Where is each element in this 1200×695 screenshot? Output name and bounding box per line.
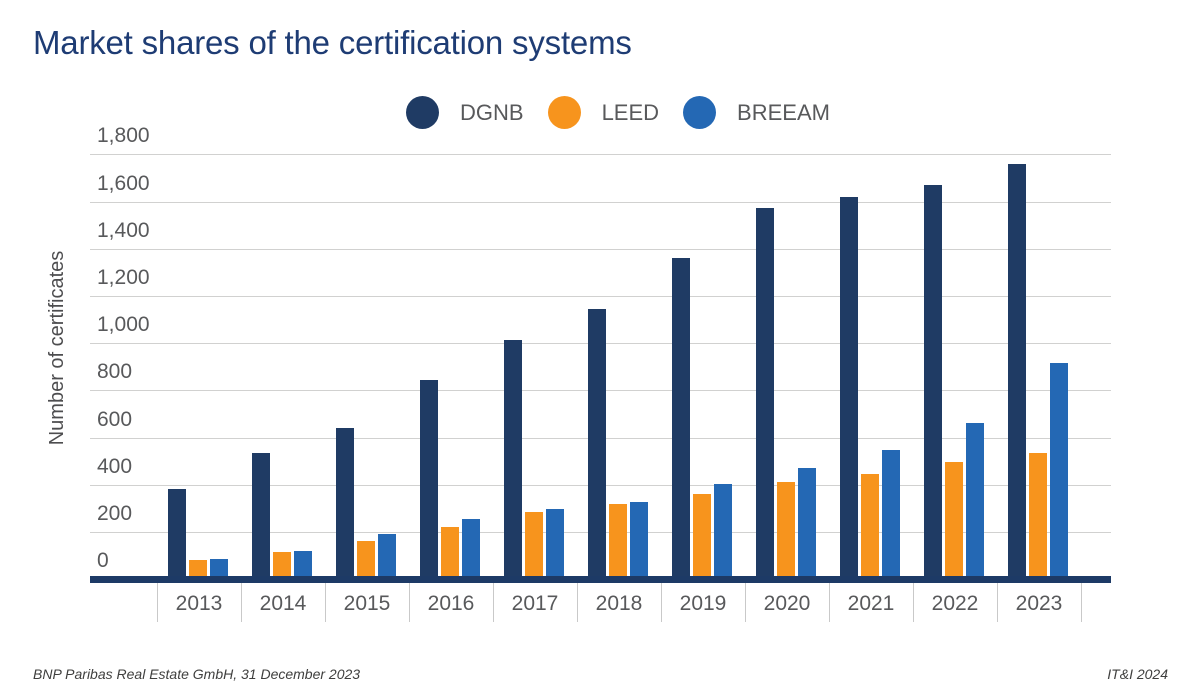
category-separator — [913, 583, 914, 622]
legend-dot-leed-icon — [547, 96, 581, 129]
legend-dot-dgnb-icon — [406, 96, 439, 129]
category-separator — [829, 583, 830, 622]
category-separator — [1081, 583, 1082, 622]
bar-breeam-2019 — [714, 483, 732, 579]
x-tick-label-2022: 2022 — [931, 592, 979, 615]
category-separator — [997, 583, 998, 622]
footer-source: BNP Paribas Real Estate GmbH, 31 Decembe… — [33, 666, 361, 682]
bar-leed-2017 — [525, 511, 543, 579]
x-tick-label-2017: 2017 — [511, 592, 559, 615]
y-tick-label: 1,000 — [97, 313, 150, 337]
bar-breeam-2017 — [546, 509, 564, 579]
x-tick-label-2018: 2018 — [595, 592, 643, 615]
category-separator — [409, 583, 410, 622]
bar-breeam-2013 — [210, 558, 228, 579]
x-tick-label-2023: 2023 — [1015, 592, 1063, 615]
y-tick-label: 1,200 — [97, 265, 150, 289]
bar-dgnb-2016 — [420, 379, 438, 579]
bar-breeam-2015 — [378, 534, 396, 579]
bar-dgnb-2015 — [336, 428, 354, 579]
legend-label-leed: LEED — [601, 99, 660, 125]
gridline — [90, 295, 1111, 297]
y-tick-label: 1,400 — [97, 218, 150, 242]
x-tick-label-2014: 2014 — [259, 592, 307, 615]
category-separator — [745, 583, 746, 622]
x-tick-label-2013: 2013 — [175, 592, 223, 615]
category-separator — [661, 583, 662, 622]
y-tick-label: 800 — [97, 360, 133, 384]
bar-dgnb-2013 — [168, 489, 186, 579]
y-tick-label: 600 — [97, 407, 133, 431]
chart-title: Market shares of the certification syste… — [33, 24, 632, 61]
y-tick-label: 1,800 — [97, 124, 150, 148]
bar-leed-2019 — [693, 494, 711, 579]
bar-dgnb-2023 — [1008, 163, 1026, 579]
bar-breeam-2018 — [630, 502, 648, 579]
bar-leed-2018 — [609, 503, 627, 579]
bar-leed-2016 — [441, 527, 459, 579]
bar-leed-2020 — [777, 482, 795, 579]
bar-breeam-2023 — [1050, 363, 1068, 579]
bar-leed-2013 — [189, 560, 207, 579]
gridline — [90, 201, 1111, 203]
bar-leed-2022 — [945, 462, 963, 579]
bar-breeam-2014 — [294, 550, 312, 579]
legend-dot-breeam-icon — [683, 96, 717, 129]
legend: DGNB LEED BREEAM — [406, 96, 830, 129]
bar-breeam-2016 — [462, 518, 480, 579]
bar-leed-2015 — [357, 541, 375, 579]
bar-dgnb-2020 — [756, 207, 774, 579]
legend-label-dgnb: DGNB — [460, 99, 524, 125]
category-separator — [493, 583, 494, 622]
legend-item-leed: LEED — [547, 96, 660, 129]
bar-leed-2021 — [861, 474, 879, 579]
bar-dgnb-2021 — [840, 196, 858, 579]
legend-item-breeam: BREEAM — [683, 96, 830, 129]
y-tick-label: 200 — [97, 501, 133, 525]
x-axis-line — [90, 576, 1111, 583]
y-tick-label: 1,600 — [97, 171, 150, 195]
bar-leed-2023 — [1029, 452, 1047, 579]
legend-item-dgnb: DGNB — [406, 96, 524, 129]
y-tick-label: 400 — [97, 454, 133, 478]
bar-dgnb-2017 — [504, 339, 522, 579]
category-separator — [325, 583, 326, 622]
bar-breeam-2021 — [882, 450, 900, 579]
bar-breeam-2022 — [966, 423, 984, 579]
x-tick-label-2020: 2020 — [763, 592, 811, 615]
gridline — [90, 154, 1111, 156]
x-tick-label-2019: 2019 — [679, 592, 727, 615]
category-separator — [577, 583, 578, 622]
bar-dgnb-2019 — [672, 258, 690, 579]
legend-label-breeam: BREEAM — [737, 99, 830, 125]
bar-dgnb-2022 — [924, 185, 942, 579]
category-separator — [241, 583, 242, 622]
category-separator — [157, 583, 158, 622]
x-tick-label-2021: 2021 — [847, 592, 895, 615]
bar-breeam-2020 — [798, 468, 816, 579]
x-tick-label-2016: 2016 — [427, 592, 475, 615]
gridline — [90, 248, 1111, 250]
bar-dgnb-2014 — [252, 452, 270, 579]
x-tick-label-2015: 2015 — [343, 592, 391, 615]
bar-leed-2014 — [273, 551, 291, 579]
y-tick-label: 0 — [97, 549, 109, 572]
bar-dgnb-2018 — [588, 308, 606, 579]
footer-publication: IT&I 2024 — [1107, 666, 1168, 682]
